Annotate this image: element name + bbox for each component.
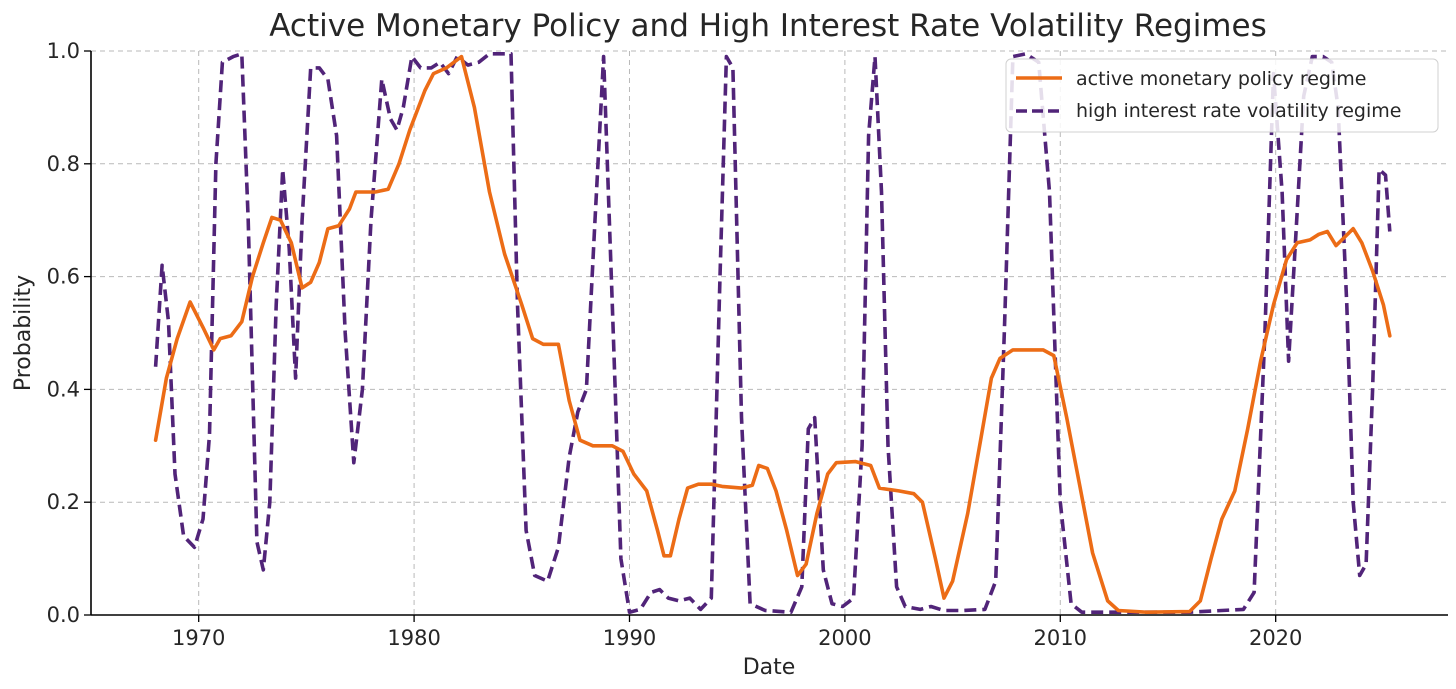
x-tick-label: 1970 — [172, 626, 225, 650]
y-tick-label: 0.6 — [47, 265, 80, 289]
series-layer — [153, 52, 1392, 614]
series-line-active-monetary-policy — [153, 54, 1392, 614]
y-tick-label: 0.2 — [47, 490, 80, 514]
x-tick-label: 2000 — [818, 626, 871, 650]
legend: active monetary policy regime high inter… — [1005, 58, 1439, 133]
chart-title: Active Monetary Policy and High Interest… — [269, 8, 1266, 44]
y-tick-label: 0.0 — [47, 603, 80, 627]
y-axis-ticks: 0.0 0.2 0.4 0.6 0.8 1.0 — [47, 39, 91, 627]
x-axis-label: Date — [743, 655, 796, 680]
x-tick-label: 2010 — [1034, 626, 1087, 650]
x-tick-label: 2020 — [1249, 626, 1302, 650]
legend-box — [1005, 58, 1439, 133]
series-line-high-volatility — [153, 52, 1392, 614]
y-tick-label: 0.8 — [47, 152, 80, 176]
x-axis-ticks: 1970 1980 1990 2000 2010 2020 — [172, 615, 1302, 650]
x-tick-label: 1980 — [387, 626, 440, 650]
legend-label-high-volatility: high interest rate volatility regime — [1076, 100, 1401, 122]
y-tick-label: 0.4 — [47, 377, 80, 401]
x-tick-label: 1990 — [603, 626, 656, 650]
grid — [91, 50, 1448, 615]
legend-label-active-monetary-policy: active monetary policy regime — [1076, 68, 1366, 90]
y-tick-label: 1.0 — [47, 39, 80, 63]
y-axis-label: Probability — [11, 275, 36, 391]
